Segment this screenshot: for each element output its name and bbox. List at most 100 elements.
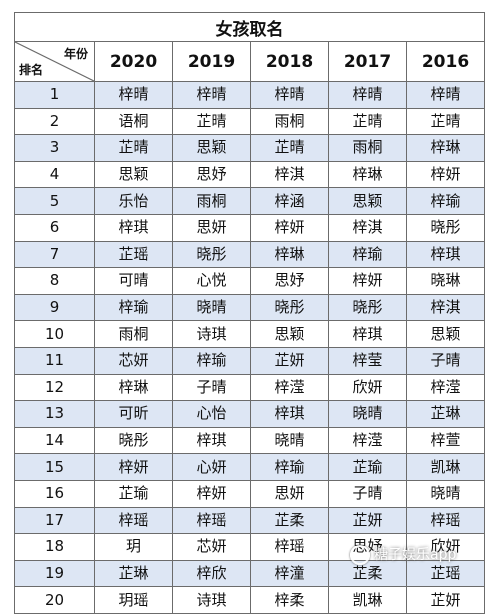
name-cell: 梓滢 <box>250 373 329 402</box>
table-row: 2 语桐 芷晴 雨桐 芷晴 芷晴 <box>14 107 485 136</box>
name-cell: 梓琪 <box>250 400 329 428</box>
name-cell: 梓瑜 <box>172 346 251 375</box>
name-cell: 诗琪 <box>172 320 251 348</box>
name-cell: 思颖 <box>250 320 329 348</box>
name-cell: 梓淇 <box>406 293 485 322</box>
name-cell: 梓瑜 <box>406 187 485 215</box>
name-cell: 梓瑶 <box>94 506 173 535</box>
name-cell: 晓晴 <box>172 293 251 322</box>
name-cell: 子晴 <box>328 479 407 508</box>
table-row: 7 芷瑶 晓彤 梓琳 梓瑜 梓琪 <box>14 240 485 269</box>
name-cell: 思妍 <box>250 479 329 508</box>
name-cell: 晓晴 <box>250 426 329 455</box>
name-cell: 梓晴 <box>94 81 173 109</box>
rank-cell: 8 <box>14 267 95 295</box>
name-cell: 芷晴 <box>328 107 407 136</box>
name-cell: 芷妍 <box>328 506 407 535</box>
rank-cell: 15 <box>14 453 95 481</box>
table-row: 8 可晴 心悦 思妤 梓妍 晓琳 <box>14 267 485 295</box>
name-cell: 雨桐 <box>172 187 251 215</box>
name-cell: 芷晴 <box>250 134 329 162</box>
watermark-text: 糖子娱乐app <box>374 547 457 563</box>
name-cell: 梓淇 <box>328 213 407 242</box>
rank-cell: 12 <box>14 373 95 402</box>
name-cell: 梓滢 <box>328 426 407 455</box>
name-cell: 思颖 <box>172 134 251 162</box>
name-cell: 芷柔 <box>250 506 329 535</box>
rank-cell: 10 <box>14 320 95 348</box>
name-cell: 玥 <box>94 533 173 561</box>
name-cell: 梓晴 <box>172 81 251 109</box>
rank-cell: 9 <box>14 293 95 322</box>
name-cell: 凯琳 <box>406 453 485 481</box>
name-cell: 梓潼 <box>250 559 329 588</box>
name-cell: 心妍 <box>172 453 251 481</box>
name-cell: 梓妍 <box>94 453 173 481</box>
name-cell: 梓妍 <box>172 479 251 508</box>
rank-cell: 6 <box>14 213 95 242</box>
name-cell: 芯妍 <box>172 533 251 561</box>
name-cell: 梓晴 <box>250 81 329 109</box>
name-cell: 梓柔 <box>250 586 329 614</box>
brand-logo-icon <box>350 545 370 565</box>
name-cell: 梓瑜 <box>328 240 407 269</box>
rank-cell: 1 <box>14 81 95 109</box>
name-cell: 梓瑜 <box>94 293 173 322</box>
name-cell: 子晴 <box>406 346 485 375</box>
table-row: 13 可昕 心怡 梓琪 晓晴 芷琳 <box>14 400 485 428</box>
table-row: 14 晓彤 梓琪 晓晴 梓滢 梓萱 <box>14 426 485 455</box>
name-cell: 芷瑶 <box>94 240 173 269</box>
diagonal-divider <box>15 42 94 81</box>
table-row: 16 芷瑜 梓妍 思妍 子晴 晓晴 <box>14 479 485 508</box>
name-cell: 梓琳 <box>406 134 485 162</box>
name-cell: 乐怡 <box>94 187 173 215</box>
name-cell: 欣妍 <box>328 373 407 402</box>
name-cell: 思妤 <box>250 267 329 295</box>
year-header: 2018 <box>250 41 329 82</box>
rank-cell: 19 <box>14 559 95 588</box>
name-cell: 梓滢 <box>406 373 485 402</box>
name-cell: 玥瑶 <box>94 586 173 614</box>
rank-cell: 13 <box>14 400 95 428</box>
name-cell: 晓琳 <box>406 267 485 295</box>
rank-cell: 16 <box>14 479 95 508</box>
name-cell: 心悦 <box>172 267 251 295</box>
name-cell: 心怡 <box>172 400 251 428</box>
name-cell: 晓晴 <box>328 400 407 428</box>
name-cell: 梓琪 <box>328 320 407 348</box>
table-row: 15 梓妍 心妍 梓瑜 芷瑜 凯琳 <box>14 453 485 481</box>
year-header-label: 年份 <box>63 47 88 61</box>
table-title: 女孩取名 <box>14 12 485 42</box>
name-cell: 梓瑶 <box>406 506 485 535</box>
name-cell: 梓琳 <box>328 160 407 189</box>
name-cell: 晓彤 <box>328 293 407 322</box>
name-cell: 梓琳 <box>94 373 173 402</box>
rank-cell: 17 <box>14 506 95 535</box>
name-cell: 芷瑜 <box>328 453 407 481</box>
ranking-rows: 1 梓晴 梓晴 梓晴 梓晴 梓晴 2 语桐 芷晴 雨桐 芷晴 芷晴 3 芷晴 思颖 芷晴 雨桐 梓琳 4 思颖 思妤 梓淇… <box>14 81 485 614</box>
year-header: 2020 <box>94 41 173 82</box>
name-cell: 芷瑜 <box>94 479 173 508</box>
name-cell: 芷晴 <box>406 107 485 136</box>
name-cell: 梓萱 <box>406 426 485 455</box>
name-cell: 晓彤 <box>250 293 329 322</box>
name-cell: 梓妍 <box>328 267 407 295</box>
table-row: 4 思颖 思妤 梓淇 梓琳 梓妍 <box>14 160 485 189</box>
name-cell: 梓瑶 <box>172 506 251 535</box>
watermark: 糖子娱乐app <box>350 544 490 574</box>
name-cell: 芷晴 <box>172 107 251 136</box>
table-row: 1 梓晴 梓晴 梓晴 梓晴 梓晴 <box>14 81 485 109</box>
name-cell: 思颖 <box>406 320 485 348</box>
name-cell: 凯琳 <box>328 586 407 614</box>
name-cell: 思颖 <box>328 187 407 215</box>
name-cell: 梓琪 <box>94 213 173 242</box>
name-cell: 梓瑶 <box>250 533 329 561</box>
name-cell: 芯妍 <box>94 346 173 375</box>
table-row: 20 玥瑶 诗琪 梓柔 凯琳 芷妍 <box>14 586 485 614</box>
corner-cell: 年份 排名 <box>14 41 95 82</box>
name-cell: 芷琳 <box>406 400 485 428</box>
name-cell: 思妤 <box>172 160 251 189</box>
year-header: 2019 <box>172 41 251 82</box>
year-header: 2016 <box>406 41 485 82</box>
name-cell: 思妍 <box>172 213 251 242</box>
